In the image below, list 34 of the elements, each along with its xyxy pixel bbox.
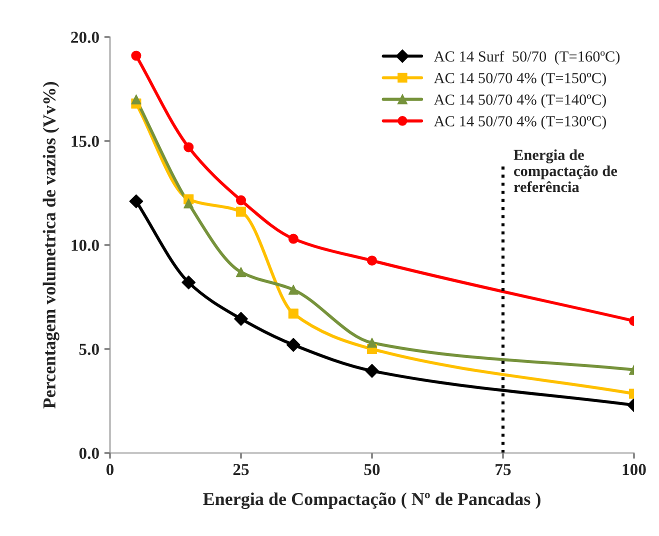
point	[236, 267, 246, 278]
point	[288, 234, 298, 244]
x-tick-label: 100	[622, 464, 646, 476]
point	[286, 338, 300, 352]
x-tick-label: 0	[106, 464, 114, 476]
point	[131, 50, 142, 61]
legend-label: AC 14 50/70 4% (T=150ºC)	[434, 72, 606, 86]
point	[288, 284, 298, 295]
y-tick-label: 0.0	[79, 448, 99, 460]
ref-line-label: Energia de compactação de referência	[514, 149, 618, 192]
point	[234, 312, 248, 326]
point	[182, 275, 196, 290]
y-tick-label: 5.0	[79, 344, 99, 356]
point	[366, 256, 378, 266]
legend-label: AC 14 50/70 4% (T=130ºC)	[434, 116, 606, 130]
y-tick-label: 20.0	[71, 32, 99, 44]
x-tick-label: 75	[496, 464, 511, 476]
point	[129, 194, 144, 208]
point	[184, 142, 194, 152]
point	[365, 364, 379, 378]
x-tick-label: 50	[364, 464, 380, 476]
legend-label: AC 14 Surf 50/70 (T=160ºC)	[434, 50, 620, 65]
y-tick-label: 10.0	[72, 240, 99, 252]
legend-label: AC 14 50/70 4% (T=140ºC)	[434, 94, 606, 108]
x-tick-label: 25	[233, 464, 249, 476]
y-axis-title: Percentagem volumetrica de vazios (Vv%)	[42, 82, 60, 408]
x-axis-title: Energia de Compactação ( Nº de Pancadas )	[203, 492, 540, 509]
point	[288, 308, 298, 319]
point	[236, 195, 246, 206]
point	[236, 206, 246, 217]
point	[131, 94, 142, 104]
point	[184, 198, 194, 208]
point	[366, 338, 378, 348]
y-tick-label: 15.0	[72, 136, 99, 148]
